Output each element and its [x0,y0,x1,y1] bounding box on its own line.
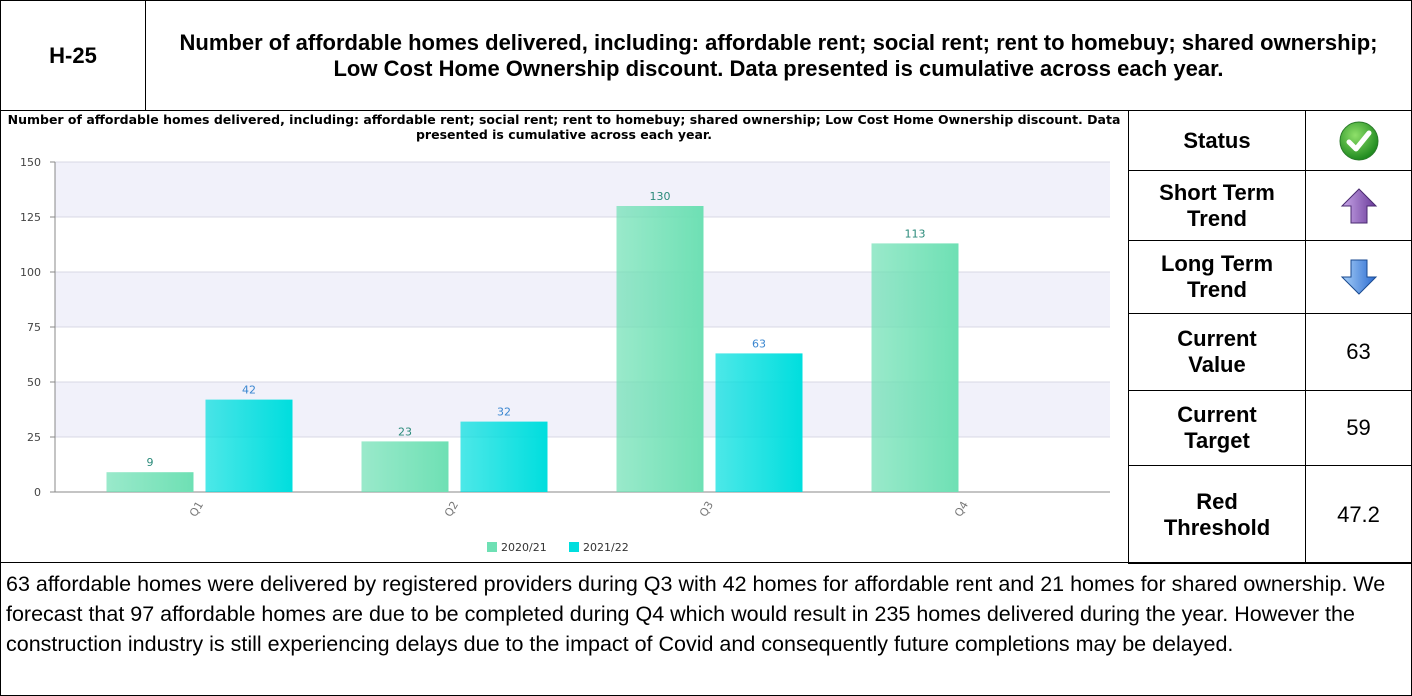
y-tick-label: 100 [20,266,41,279]
legend-label: 2020/21 [501,541,547,554]
bar [715,353,803,492]
bar [871,243,959,492]
data-label: 113 [905,227,926,240]
status-label-text: Current Target [1177,402,1257,453]
status-label: Long Term Trend [1128,240,1306,314]
y-tick-label: 50 [27,376,41,389]
y-tick-label: 75 [27,321,41,334]
grid-band [55,162,1110,217]
y-tick-label: 125 [20,211,41,224]
bar [361,441,449,492]
status-label-text: Long Term Trend [1160,251,1274,302]
data-label: 32 [497,406,511,419]
status-label: Current Target [1128,390,1306,466]
x-tick-label: Q3 [697,499,716,519]
chart: 0 25 50 75 100 125 150 Q1 9 42 Q2 23 32 Q3 130 63 Q4 113 2… [20,156,1110,554]
indicator-title: Number of affordable homes delivered, in… [145,0,1412,111]
status-label-text: Status [1183,127,1251,153]
data-label: 42 [242,384,256,397]
data-label: 23 [398,425,412,438]
legend-swatch [569,542,579,552]
status-icon [1339,121,1378,160]
commentary: 63 affordable homes were delivered by re… [0,562,1412,696]
status-label-text: Current Value [1177,326,1257,377]
trend-down-icon [1340,259,1377,295]
status-label-text: Red Threshold [1163,488,1271,540]
status-value: 63 [1305,313,1412,391]
status-label: Status [1128,110,1306,171]
status-value: 59 [1305,390,1412,466]
bar [106,472,194,492]
status-value [1305,240,1412,314]
y-tick-label: 25 [27,431,41,444]
x-tick-label: Q4 [952,499,971,519]
trend-up-icon [1340,187,1377,223]
status-label: Red Threshold [1128,465,1306,564]
status-label-text: Short Term Trend [1159,179,1275,231]
y-tick-label: 150 [20,156,41,169]
x-tick-label: Q1 [187,499,206,519]
status-value [1305,110,1412,171]
data-label: 63 [752,337,766,350]
y-tick-label: 0 [34,486,41,499]
bar [616,206,704,492]
status-value [1305,170,1412,241]
indicator-code: H-25 [0,0,146,111]
bar [460,421,548,492]
legend-label: 2021/22 [583,541,629,554]
status-label: Short Term Trend [1128,170,1306,241]
status-value: 47.2 [1305,465,1412,564]
chart-title: Number of affordable homes delivered, in… [7,112,1121,142]
data-label: 130 [650,190,671,203]
legend-swatch [487,542,497,552]
status-label: Current Value [1128,313,1306,391]
x-tick-label: Q2 [442,499,461,519]
data-label: 9 [147,456,154,469]
bar [205,399,293,492]
